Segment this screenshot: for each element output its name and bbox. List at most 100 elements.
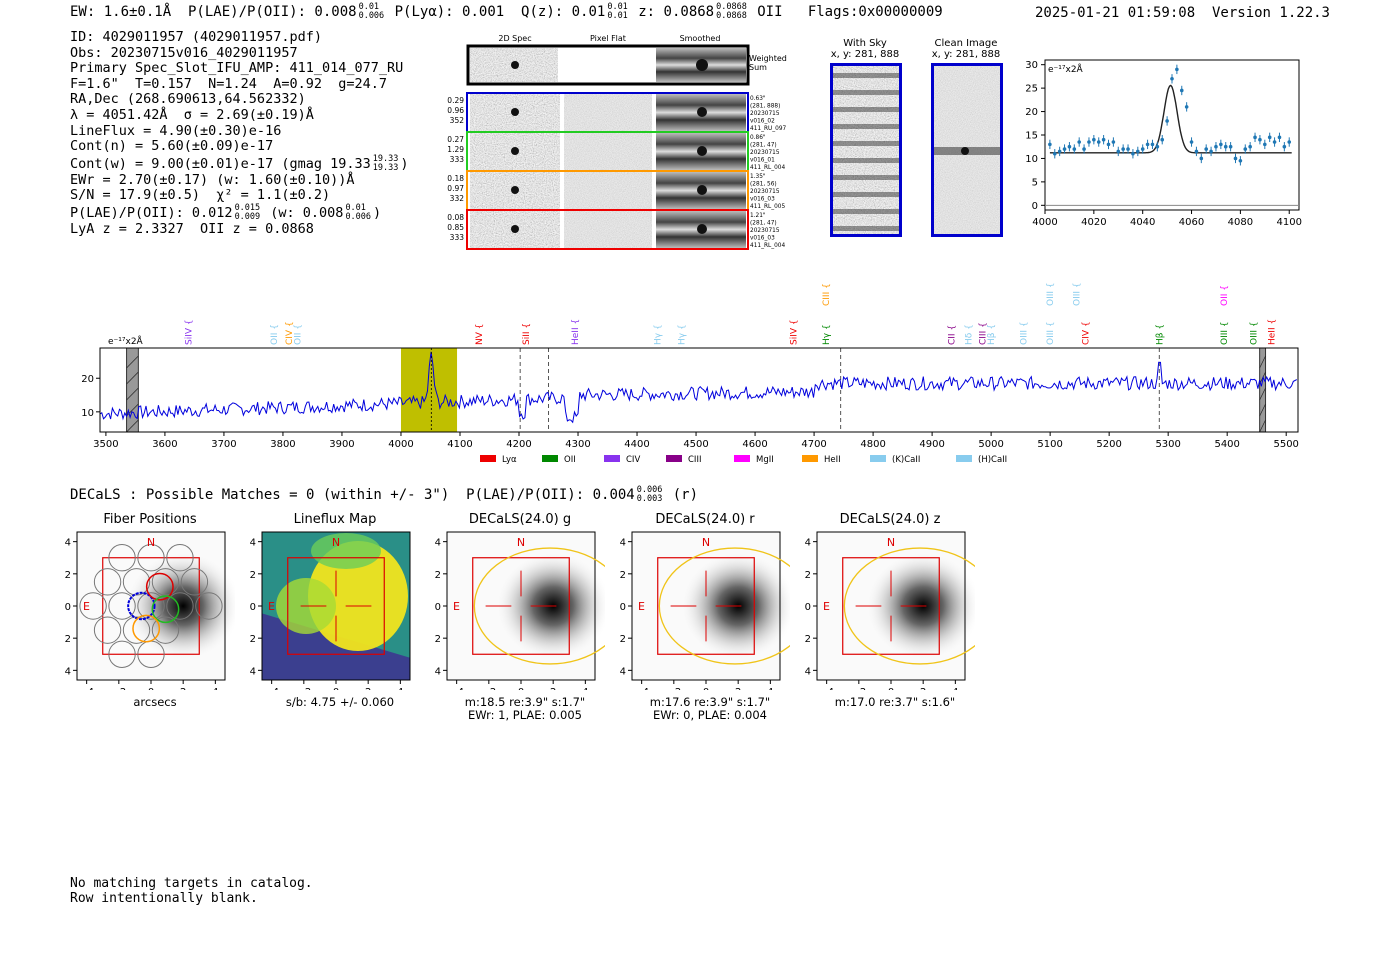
panel-y-tick-label: −4 <box>65 666 71 677</box>
info-obs: Obs: 20230715v016_4029011957 <box>70 44 298 61</box>
fiber-row-meta: (281, 888) <box>750 104 780 110</box>
zoom-data-point <box>1175 67 1179 72</box>
zoom-x-tick-label: 4080 <box>1228 217 1253 228</box>
emission-line-label: SiIV { <box>185 319 195 345</box>
panel-y-tick-label: 4 <box>250 538 256 549</box>
zoom-data-point <box>1223 144 1228 149</box>
panel-title: Lineflux Map <box>293 512 377 527</box>
zoom-data-point <box>1072 147 1077 151</box>
spectrum-x-tick-label: 3600 <box>152 439 177 450</box>
panel-y-tick-label: 2 <box>435 570 441 581</box>
fiber-row-stat: 332 <box>450 194 465 203</box>
spectrum-x-tick-label: 4800 <box>860 439 885 450</box>
panel-x-tick-label: 4 <box>952 687 958 690</box>
panel-x-tick-label: −2 <box>481 687 496 690</box>
spectrum-curve <box>99 351 1298 424</box>
fiber-circle <box>108 640 136 668</box>
panel-y-tick-label: 0 <box>620 602 626 613</box>
fiber-row-meta: 411_RL_004 <box>750 165 785 171</box>
catalog-note-2: Row intentionally blank. <box>70 891 258 906</box>
fiber-row-meta: v016_03 <box>750 197 775 203</box>
header-summary: EW: 1.6±0.1Å P(LAE)/P(OII): 0.008 0.01 0.0… <box>70 3 943 21</box>
fiber-circle-green <box>151 595 180 624</box>
svg-text:HeII: HeII <box>824 455 841 465</box>
panel-title: DECaLS(24.0) g <box>468 512 572 527</box>
fiber-circle <box>79 592 107 620</box>
aperture-box <box>102 557 200 655</box>
emission-line-label: SiIV { <box>789 319 799 345</box>
spectrum-y-tick-label: 20 <box>81 374 94 385</box>
svg-text:CIII: CIII <box>688 455 701 465</box>
spectrum-x-tick-label: 4200 <box>506 439 531 450</box>
zoom-x-tick-label: 4000 <box>1032 217 1057 228</box>
header-z-upper: 0.0868 <box>716 2 747 12</box>
east-label: E <box>83 600 90 613</box>
spectrum-axes-frame <box>99 347 1299 433</box>
detection-info: ID: 4029011957 (4029011957.pdf) Obs: 202… <box>70 29 408 238</box>
spectrum-y-tick-label: 10 <box>81 408 94 419</box>
legend-entry: OII <box>542 455 576 465</box>
fiber-row-meta: v016_03 <box>750 236 775 242</box>
panel-caption-2: EWr: 1, PLAE: 0.005 <box>468 708 582 722</box>
info-contn: Cont(n) = 5.60(±0.09)e-17 <box>70 138 274 155</box>
fiber-row-meta: 411_RL_005 <box>750 204 785 210</box>
emission-line-label: Hδ { <box>965 324 975 345</box>
zoom-data-point <box>1282 144 1287 149</box>
zoom-data-point <box>1116 149 1121 154</box>
zoom-data-point <box>1233 156 1238 161</box>
emission-line-label: CII { <box>948 325 958 345</box>
fiber-row-stat: 333 <box>450 155 465 164</box>
panel-x-tick-label: −2 <box>111 687 126 690</box>
zoom-y-tick-label: 30 <box>1025 60 1038 71</box>
panel-y-tick-label: −4 <box>805 666 811 677</box>
galaxy-ellipse <box>473 547 605 665</box>
aperture-box <box>472 557 570 655</box>
legend-entry: Lyα <box>480 455 517 465</box>
zoom-data-point <box>1087 140 1091 144</box>
fiber-circle <box>137 544 165 572</box>
header-z: z: 0.0868 <box>629 4 715 20</box>
header-plae-lower: 0.006 <box>358 11 385 21</box>
panel-x-tick-label: −4 <box>449 687 464 690</box>
zoom-data-point <box>1111 140 1116 144</box>
north-label: N <box>147 536 155 549</box>
panel-x-tick-label: 2 <box>735 687 741 690</box>
panel-y-tick-label: −4 <box>435 666 441 677</box>
sky-title: With Sky x, y: 281, 888 <box>830 38 900 60</box>
zoom-data-point <box>1052 151 1057 156</box>
zoom-data-point <box>1062 147 1067 151</box>
panel-x-tick-label: −2 <box>666 687 681 690</box>
fiber-row-meta: (281, 56) <box>750 182 777 188</box>
fiber-circle <box>137 592 165 620</box>
galaxy-ellipse <box>658 547 790 665</box>
panel-title: DECaLS(24.0) r <box>655 512 755 527</box>
legend-entry: CIV <box>604 455 640 465</box>
fiber-row-meta: (281, 47) <box>750 143 777 149</box>
line-highlight-region <box>400 348 458 432</box>
fiber-row-meta: 1.21" <box>750 213 766 219</box>
panel-y-tick-label: 2 <box>805 570 811 581</box>
emission-line-label: Hγ { <box>677 324 687 345</box>
cutout-panel: N E −4 −2 0 2 4 4 2 0 −2 −4 <box>435 531 605 690</box>
fiber-row-meta: v016_02 <box>750 119 775 125</box>
spectrum-x-tick-label: 5300 <box>1155 439 1180 450</box>
fiber-row-meta: 0.86" <box>750 135 766 141</box>
emission-line-label: OIII { <box>1220 321 1230 345</box>
fiber-circle <box>151 616 180 644</box>
col-title-2dspec: 2D Spec <box>498 34 531 43</box>
spectrum-x-tick-label: 4700 <box>801 439 826 450</box>
spectrum-x-tick-label: 3500 <box>93 439 118 450</box>
fiber-row-meta: 20230715 <box>750 150 780 156</box>
emission-line-label: Hγ { <box>822 324 832 345</box>
zoom-data-point <box>1263 142 1267 147</box>
zoom-data-point <box>1209 149 1213 154</box>
fiber-circle <box>93 616 122 644</box>
cutout-panel: N E −4 −2 0 2 4 4 2 0 −2 −4 <box>620 531 790 690</box>
zoom-data-point <box>1287 140 1292 144</box>
zoom-y-tick-label: 5 <box>1032 177 1038 188</box>
emission-line-label: SiII { <box>522 323 532 345</box>
zoom-data-point <box>1253 135 1257 140</box>
zoom-data-point <box>1179 88 1184 93</box>
header-flags: OII Flags:0x00000009 <box>748 4 943 20</box>
